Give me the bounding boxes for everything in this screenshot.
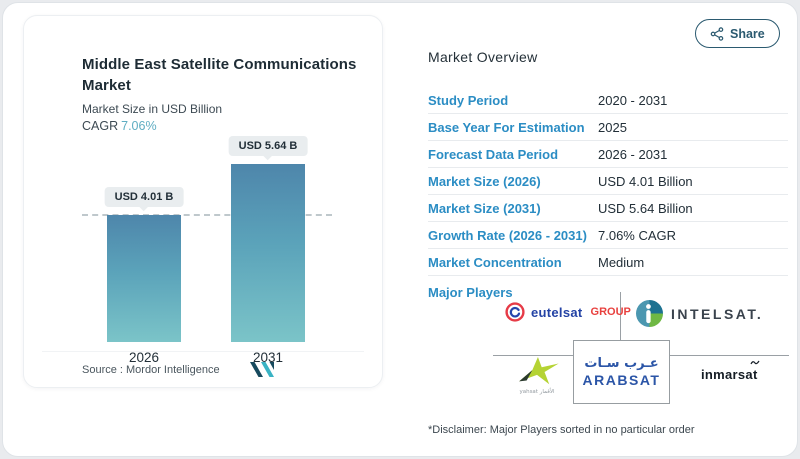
eutelsat-wordmark: eutelsat [531, 304, 583, 320]
row-value: 2026 - 2031 [598, 146, 668, 162]
yahsat-star-icon [519, 356, 559, 385]
table-row: Market Size (2026) USD 4.01 Billion [428, 168, 788, 195]
row-value: USD 5.64 Billion [598, 200, 693, 216]
disclaimer-text: *Disclaimer: Major Players sorted in no … [428, 424, 695, 436]
table-row: Study Period 2020 - 2031 [428, 87, 788, 114]
inmarsat-mark-icon [750, 360, 760, 365]
table-row: Forecast Data Period 2026 - 2031 [428, 141, 788, 168]
cagr-label: CAGR [82, 119, 119, 133]
panel-title: Market Overview [428, 49, 538, 65]
share-button[interactable]: Share [695, 19, 780, 48]
row-label: Study Period [428, 92, 509, 108]
logo-yahsat: yahsat الأقمار [507, 356, 567, 395]
table-row: Growth Rate (2026 - 2031) 7.06% CAGR [428, 222, 788, 249]
intelsat-icon [636, 300, 663, 327]
share-icon [710, 26, 724, 41]
major-players-label: Major Players [428, 285, 513, 300]
row-value: USD 4.01 Billion [598, 173, 693, 189]
intelsat-wordmark: INTELSAT. [671, 305, 764, 322]
row-label: Growth Rate (2026 - 2031) [428, 227, 587, 243]
overview-table: Study Period 2020 - 2031 Base Year For E… [428, 87, 788, 276]
bar-2031 [231, 164, 305, 342]
eutelsat-group-text: GROUP [590, 306, 631, 318]
row-value: 7.06% CAGR [598, 227, 677, 243]
bar-value-label-2026: USD 4.01 B [104, 187, 184, 207]
x-axis-label-2026: 2026 [128, 350, 160, 365]
cagr-value: 7.06% [121, 119, 157, 133]
bar-value-label-2031: USD 5.64 B [228, 136, 308, 156]
row-label: Market Size (2031) [428, 200, 541, 216]
chart-title: Middle East Satellite Communications Mar… [82, 56, 357, 94]
logo-intelsat: INTELSAT. [636, 300, 763, 327]
eutelsat-icon [505, 302, 525, 322]
table-row: Market Concentration Medium [428, 249, 788, 276]
logo-arabsat: عـرب سـات ARABSAT [573, 340, 670, 404]
row-label: Market Concentration [428, 254, 562, 270]
row-label: Forecast Data Period [428, 146, 559, 162]
chart-panel: Middle East Satellite Communications Mar… [23, 15, 383, 388]
share-button-label: Share [730, 26, 765, 41]
x-axis-label-2031: 2031 [252, 350, 284, 365]
chart-subtitle: Market Size in USD Billion [82, 102, 223, 116]
bar-2026 [107, 215, 181, 342]
bar-chart: USD 4.01 B USD 5.64 B [82, 126, 332, 342]
mordor-intelligence-logo-icon [250, 362, 274, 377]
reference-dashed-line [82, 214, 332, 216]
table-row: Market Size (2031) USD 5.64 Billion [428, 195, 788, 222]
chart-cagr-line: CAGR 7.06% [82, 119, 157, 133]
table-row: Base Year For Estimation 2025 [428, 114, 788, 141]
logo-eutelsat: eutelsat GROUP [505, 302, 631, 322]
arabsat-arabic-text: عـرب سـات [584, 356, 659, 371]
inmarsat-wordmark: inmarsat [701, 367, 758, 382]
source-text: Source : Mordor Intelligence [82, 363, 220, 376]
row-value: 2025 [598, 119, 627, 135]
logo-grid-vertical-divider [620, 292, 621, 340]
row-value: Medium [598, 254, 645, 270]
arabsat-wordmark: ARABSAT [582, 372, 661, 388]
row-label: Base Year For Estimation [428, 119, 585, 135]
row-label: Market Size (2026) [428, 173, 541, 189]
row-value: 2020 - 2031 [598, 92, 668, 108]
logo-inmarsat: inmarsat [701, 360, 760, 384]
yahsat-wordmark: yahsat الأقمار [519, 389, 555, 395]
chart-footer: Source : Mordor Intelligence [42, 351, 364, 387]
